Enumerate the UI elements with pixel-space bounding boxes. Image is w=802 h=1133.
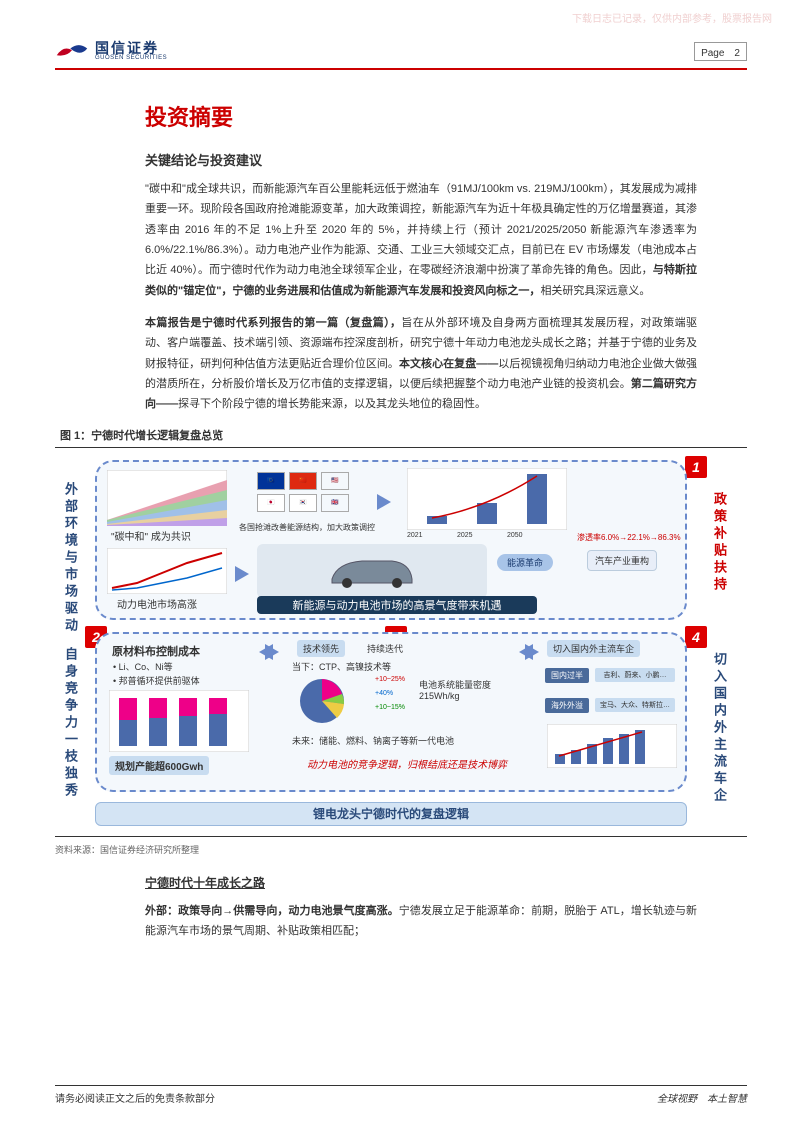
final-bar-chart-icon <box>547 724 677 768</box>
arrow-right-icon <box>377 494 391 510</box>
text-bold: 本文核心在复盘—— <box>399 358 498 370</box>
diagram-right-label-2: 切入国内外主流车企 <box>710 652 729 805</box>
section-subheading: 宁德时代十年成长之路 <box>145 874 697 891</box>
figure-source: 资料来源：国信证券经济研究所整理 <box>55 843 697 856</box>
client-domestic-list: 吉利、蔚来、小鹏… <box>595 668 675 682</box>
page-footer: 请务必阅读正文之后的免责条款部分 全球视野 本土智慧 <box>55 1085 747 1105</box>
logo-text-en: GUOSEN SECURITIES <box>95 55 167 61</box>
company-logo: 国信证券 GUOSEN SECURITIES <box>55 40 167 62</box>
flag-kr-icon: 🇰🇷 <box>289 494 317 512</box>
footer-disclaimer: 请务必阅读正文之后的免责条款部分 <box>55 1090 215 1105</box>
arrow-left-icon <box>519 644 533 660</box>
paragraph: 本篇报告是宁德时代系列报告的第一篇（复盘篇），旨在从外部环境及自身两方面梳理其发… <box>145 313 697 415</box>
tech-lead-label: 技术领先 <box>297 640 345 657</box>
line-chart-icon <box>107 548 227 594</box>
diagram-left-label-1: 外部环境与市场驱动 <box>61 482 80 635</box>
flag-us-icon: 🇺🇸 <box>321 472 349 490</box>
badge-4: 4 <box>685 626 707 648</box>
tech-iter-label: 持续迭代 <box>367 642 403 655</box>
penetration-label: 渗透率6.0%→22.1%→86.3% <box>577 532 681 543</box>
client-intl-list: 宝马、大众、特斯拉… <box>595 698 675 712</box>
arrow-right-icon <box>235 566 249 582</box>
diagram-row-internal: 原材料布控制成本 • Li、Co、Ni等 • 邦普循环提供前驱体 规划产能超60… <box>95 632 687 792</box>
flag-cn-icon: 🇨🇳 <box>289 472 317 490</box>
pie-chart-icon <box>292 674 372 728</box>
text-bold: 本篇报告是宁德时代系列报告的第一篇（复盘篇）， <box>145 317 401 329</box>
growth-bar-chart-icon <box>407 468 567 530</box>
dark-band-label: 新能源与动力电池市场的高景气度带来机遇 <box>257 596 537 614</box>
flag-uk-icon: 🇬🇧 <box>321 494 349 512</box>
logo-text-cn: 国信证券 <box>95 41 167 55</box>
car-illustration <box>257 544 487 598</box>
raw-mat-item: • 邦普循环提供前驱体 <box>113 674 200 687</box>
tech-future-label: 未来：储能、燃料、钠离子等新一代电池 <box>292 734 512 747</box>
flag-eu-icon: 🇪🇺 <box>257 472 285 490</box>
pct-label: +10~15% <box>375 704 405 711</box>
page-header: 国信证券 GUOSEN SECURITIES Page 2 <box>55 40 747 70</box>
diagram-row-external: "碳中和" 成为共识 🇪🇺 🇨🇳 🇺🇸 🇯🇵 🇰🇷 🇬🇧 各国抢滩改善能源结构，… <box>95 460 687 620</box>
diagram-bottom-bar: 锂电龙头宁德时代的复盘逻辑 <box>95 802 687 826</box>
page-title: 投资摘要 <box>145 100 697 132</box>
red-line-label: 动力电池的竞争逻辑，归根结底还是技术博弈 <box>267 756 547 771</box>
arrow-left-icon <box>259 644 273 660</box>
pct-label: +40% <box>375 690 393 697</box>
figure-title: 图 1：宁德时代增长逻辑复盘总览 <box>60 427 742 443</box>
diagram: 外部环境与市场驱动 自身竞争力一枝独秀 政策补贴扶持 切入国内外主流车企 1 2… <box>55 452 747 832</box>
client-title: 切入国内外主流车企 <box>547 640 640 657</box>
energy-revolution-pill: 能源革命 <box>497 554 553 571</box>
badge-1: 1 <box>685 456 707 478</box>
stacked-area-chart-icon <box>107 470 227 526</box>
section-heading: 关键结论与投资建议 <box>145 150 697 169</box>
text-bold: 外部：政策导向→供需导向，动力电池景气度高涨。 <box>145 905 399 917</box>
country-flags: 🇪🇺 🇨🇳 🇺🇸 🇯🇵 🇰🇷 🇬🇧 <box>257 472 349 512</box>
battery-market-label: 动力电池市场高涨 <box>117 596 197 611</box>
carbon-neutral-label: "碳中和" 成为共识 <box>111 528 191 543</box>
client-domestic-label: 国内过半 <box>545 668 589 683</box>
text-run: "碳中和"成全球共识，而新能源汽车百公里能耗远低于燃油车（91MJ/100km … <box>145 183 697 276</box>
text-run: 探寻下个阶段宁德的增长势能来源，以及其龙头地位的稳固性。 <box>178 398 486 410</box>
flag-jp-icon: 🇯🇵 <box>257 494 285 512</box>
capacity-label: 规划产能超600Gwh <box>109 756 209 775</box>
flags-caption: 各国抢滩改善能源结构，加大政策调控 <box>237 522 377 533</box>
page-number: Page 2 <box>694 42 747 61</box>
figure-container: 外部环境与市场驱动 自身竞争力一枝独秀 政策补贴扶持 切入国内外主流车企 1 2… <box>55 447 747 837</box>
logo-mark-icon <box>55 40 89 62</box>
diagram-left-label-2: 自身竞争力一枝独秀 <box>61 647 80 800</box>
pct-label: +10~25% <box>375 676 405 683</box>
bar-breakdown-chart-icon <box>109 690 249 752</box>
raw-material-title: 原材料布控制成本 <box>107 640 247 662</box>
main-content: 投资摘要 关键结论与投资建议 "碳中和"成全球共识，而新能源汽车百公里能耗远低于… <box>55 100 747 941</box>
client-intl-label: 海外外溢 <box>545 698 589 713</box>
text-run: 相关研究具深远意义。 <box>540 285 650 297</box>
paragraph: "碳中和"成全球共识，而新能源汽车百公里能耗远低于燃油车（91MJ/100km … <box>145 179 697 301</box>
year-2050: 2050 <box>507 532 523 539</box>
diagram-right-label-1: 政策补贴扶持 <box>710 492 729 594</box>
year-2021: 2021 <box>407 532 423 539</box>
year-2025: 2025 <box>457 532 473 539</box>
footer-tagline: 全球视野 本土智慧 <box>657 1090 747 1105</box>
energy-density-label: 电池系统能量密度 215Wh/kg <box>419 678 499 701</box>
page-container: 国信证券 GUOSEN SECURITIES Page 2 投资摘要 关键结论与… <box>0 0 802 983</box>
raw-mat-item: • Li、Co、Ni等 <box>113 660 173 673</box>
paragraph: 外部：政策导向→供需导向，动力电池景气度高涨。宁德发展立足于能源革命：前期，脱胎… <box>145 901 697 942</box>
tech-now-label: 当下：CTP、高镍技术等 <box>292 660 391 673</box>
watermark-text: 下载日志已记录，仅供内部参考，股票报告网 <box>572 10 772 25</box>
auto-chain-box: 汽车产业重构 <box>587 550 657 571</box>
